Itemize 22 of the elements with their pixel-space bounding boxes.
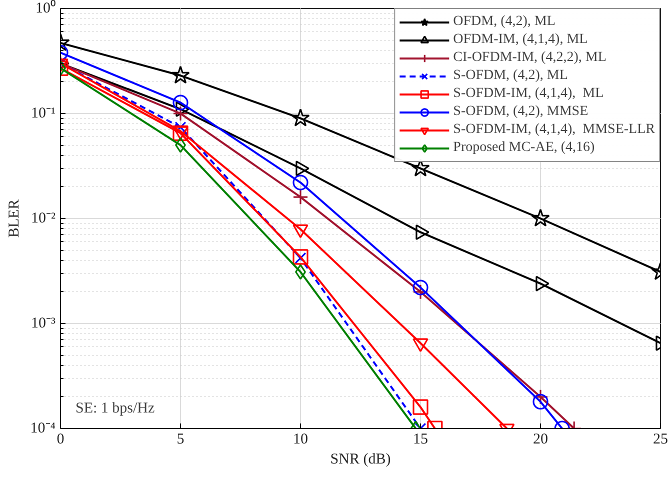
x-tick-label: 0 bbox=[56, 432, 64, 448]
annotation: SE: 1 bps/Hz bbox=[76, 400, 156, 416]
y-axis-title: BLER bbox=[6, 199, 22, 238]
x-tick-label: 20 bbox=[533, 432, 548, 448]
x-axis-title: SNR (dB) bbox=[330, 452, 391, 468]
legend-label: S-OFDM, (4,2), MMSE bbox=[453, 103, 588, 121]
y-tick-label: 10⁻⁴ bbox=[30, 420, 56, 436]
legend-label: S-OFDM, (4,2), ML bbox=[453, 67, 568, 85]
legend-label: Proposed MC-AE, (4,16) bbox=[453, 139, 595, 157]
legend-label: OFDM, (4,2), ML bbox=[453, 13, 556, 31]
x-tick-label: 10 bbox=[293, 432, 308, 448]
legend-label: S-OFDM-IM, (4,1,4), MMSE-LLR bbox=[453, 121, 655, 139]
x-tick-label: 25 bbox=[653, 432, 668, 448]
legend-label: S-OFDM-IM, (4,1,4), ML bbox=[453, 85, 604, 103]
x-tick-label: 5 bbox=[176, 432, 184, 448]
y-tick-label: 10⁻² bbox=[31, 210, 56, 226]
legend-label: CI-OFDM-IM, (4,2,2), ML bbox=[453, 49, 606, 67]
y-tick-label: 10⁻¹ bbox=[31, 106, 56, 122]
y-tick-label: 10⁰ bbox=[36, 0, 56, 16]
y-tick-label: 10⁻³ bbox=[31, 316, 56, 332]
legend-label: OFDM-IM, (4,1,4), ML bbox=[453, 31, 588, 49]
x-tick-label: 15 bbox=[413, 432, 428, 448]
